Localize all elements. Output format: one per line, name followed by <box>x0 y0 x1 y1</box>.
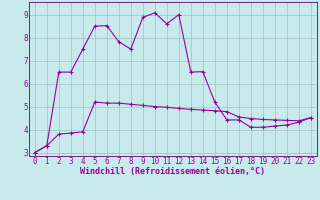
X-axis label: Windchill (Refroidissement éolien,°C): Windchill (Refroidissement éolien,°C) <box>80 167 265 176</box>
